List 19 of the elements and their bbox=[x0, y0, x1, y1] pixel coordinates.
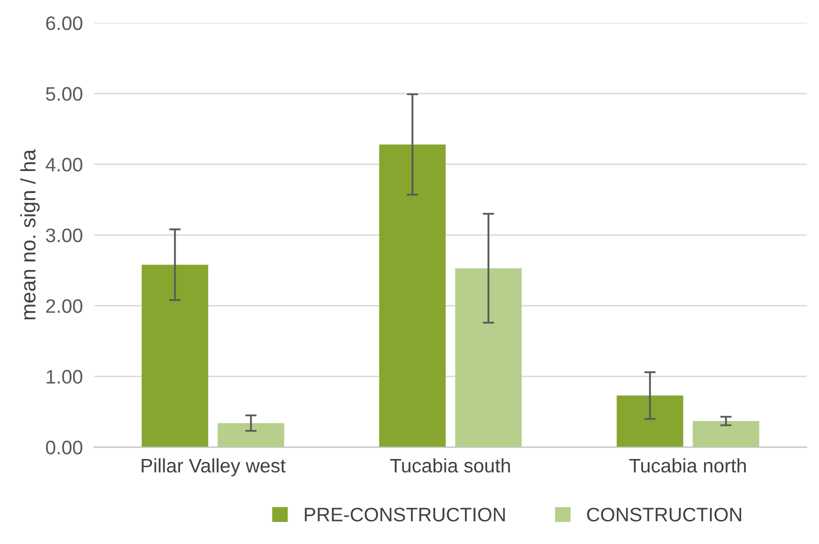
y-tick-label: 1.00 bbox=[46, 370, 82, 384]
y-tick-label: 2.00 bbox=[46, 299, 82, 313]
x-tick-label: Pillar Valley west bbox=[142, 458, 286, 476]
x-tick-label: Tucabia north bbox=[629, 458, 746, 473]
bar bbox=[142, 264, 208, 448]
bar bbox=[379, 144, 446, 448]
bar bbox=[218, 423, 284, 448]
y-tick-label: 6.00 bbox=[46, 16, 82, 30]
y-axis-title: mean no. sign / ha bbox=[20, 149, 40, 320]
bar bbox=[616, 396, 684, 448]
bar bbox=[692, 421, 760, 448]
y-tick-label: 3.00 bbox=[46, 228, 82, 242]
legend-label: PRE-CONSTRUCTION bbox=[304, 508, 505, 522]
legend-label: CONSTRUCTION bbox=[587, 508, 742, 522]
bar bbox=[455, 268, 522, 448]
x-tick-label: Tucabia south bbox=[390, 458, 510, 473]
y-tick-label: 5.00 bbox=[46, 87, 82, 101]
y-tick-label: 4.00 bbox=[46, 158, 82, 172]
y-tick-label: 0.00 bbox=[46, 440, 82, 454]
